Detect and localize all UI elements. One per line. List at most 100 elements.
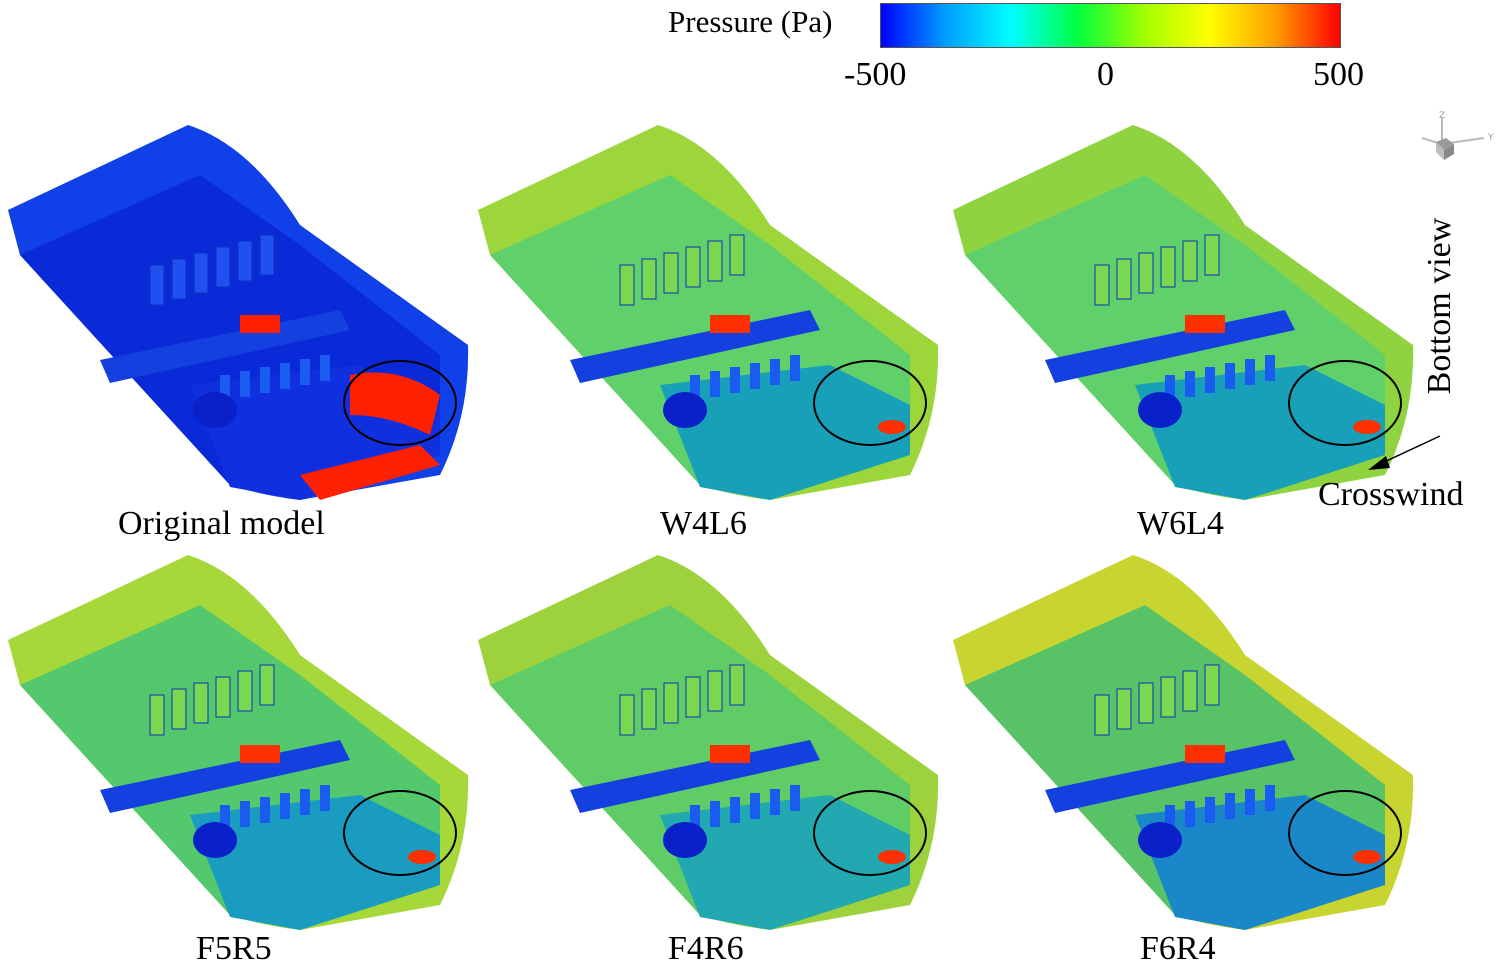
lower-fin [750, 363, 760, 389]
lower-fin [1185, 371, 1195, 397]
lower-fin [710, 801, 720, 827]
equipment-fin [259, 664, 275, 706]
wheel [193, 822, 237, 858]
lower-fin [1265, 355, 1275, 381]
high-pressure-spot [1353, 850, 1381, 864]
equipment-fin [1094, 694, 1110, 736]
equipment-fin [237, 240, 253, 282]
panel-w4l6 [470, 115, 950, 515]
panel-w6l4 [945, 115, 1425, 515]
equipment-fin [149, 264, 165, 306]
lower-fin [770, 789, 780, 815]
equipment-fin [1116, 688, 1132, 730]
colorbar-tick-min: -500 [844, 56, 907, 93]
equipment-fin [1094, 264, 1110, 306]
high-pressure-spot [1185, 745, 1225, 763]
high-pressure-spot [710, 745, 750, 763]
highlight-ellipse [343, 360, 457, 446]
cross-beam [100, 310, 350, 383]
lower-fin [320, 355, 330, 381]
cross-beam [570, 310, 820, 383]
equipment-fin [171, 258, 187, 300]
equipment-fin [1138, 682, 1154, 724]
colorbar-tick-mid: 0 [1097, 56, 1114, 93]
equipment-fin [663, 682, 679, 724]
high-pressure-spot [1353, 420, 1381, 434]
colorbar-title: Pressure (Pa) [668, 4, 833, 39]
pressure-contour-original-model [8, 125, 469, 500]
axis-y-label: Y [1487, 133, 1494, 143]
equipment-fin [619, 264, 635, 306]
caption-f4r6: F4R6 [668, 930, 744, 967]
equipment-fin [1204, 234, 1220, 276]
equipment-fin [1182, 670, 1198, 712]
equipment-fin [663, 252, 679, 294]
equipment-fin [641, 258, 657, 300]
cross-beam [570, 740, 820, 813]
equipment-fin [149, 694, 165, 736]
high-pressure-spot [1185, 315, 1225, 333]
equipment-fin [729, 234, 745, 276]
high-pressure-spot [240, 745, 280, 763]
bottom-plate [190, 795, 440, 930]
caption-original-model: Original model [118, 505, 325, 542]
equipment-fin [641, 688, 657, 730]
cross-beam [100, 740, 350, 813]
equipment-fin [1160, 676, 1176, 718]
bottom-plate [1135, 795, 1385, 930]
lower-fin [1265, 785, 1275, 811]
lower-fin [790, 355, 800, 381]
caption-f6r4: F6R4 [1140, 930, 1216, 967]
axis-triad-icon: Z Y [1421, 111, 1494, 160]
highlight-ellipse [1288, 790, 1402, 876]
wheel [1138, 822, 1182, 858]
lower-fin [730, 367, 740, 393]
lower-fin [1225, 363, 1235, 389]
wheel [1138, 392, 1182, 428]
high-pressure-region [300, 445, 440, 500]
panel-f5r5 [0, 545, 480, 945]
pressure-contour-f5r5 [8, 555, 469, 930]
lower-fin [220, 375, 230, 401]
equipment-fin [729, 664, 745, 706]
lower-fin [1245, 789, 1255, 815]
lower-fin [240, 371, 250, 397]
lower-fin [260, 367, 270, 393]
colorbar-tick-max: 500 [1313, 56, 1364, 93]
wheel [193, 392, 237, 428]
bottom-plate [660, 795, 910, 930]
lower-fin [1245, 359, 1255, 385]
cross-beam [1045, 740, 1295, 813]
high-pressure-spot [878, 420, 906, 434]
crosswind-label: Crosswind [1318, 476, 1464, 513]
lower-fin [320, 785, 330, 811]
axis-z-label: Z [1439, 111, 1445, 121]
high-pressure-spot [878, 850, 906, 864]
pressure-contour-w6l4 [953, 125, 1414, 500]
equipment-fin [707, 240, 723, 282]
pressure-contour-f6r4 [953, 555, 1414, 930]
equipment-fin [685, 246, 701, 288]
highlight-ellipse [343, 790, 457, 876]
equipment-fin [1138, 252, 1154, 294]
wheel [663, 822, 707, 858]
equipment-fin [215, 246, 231, 288]
lower-fin [770, 359, 780, 385]
lower-fin [300, 359, 310, 385]
lower-fin [690, 375, 700, 401]
bottom-plate [1135, 365, 1385, 500]
high-pressure-region [350, 372, 440, 435]
equipment-fin [685, 676, 701, 718]
lower-fin [710, 371, 720, 397]
lower-fin [1225, 793, 1235, 819]
equipment-fin [619, 694, 635, 736]
pressure-colorbar [880, 3, 1341, 48]
lower-fin [280, 363, 290, 389]
wheel [663, 392, 707, 428]
lower-fin [690, 805, 700, 831]
equipment-fin [259, 234, 275, 276]
view-label: Bottom view [1421, 217, 1458, 395]
equipment-fin [193, 252, 209, 294]
highlight-ellipse [1288, 360, 1402, 446]
bottom-plate [660, 365, 910, 500]
